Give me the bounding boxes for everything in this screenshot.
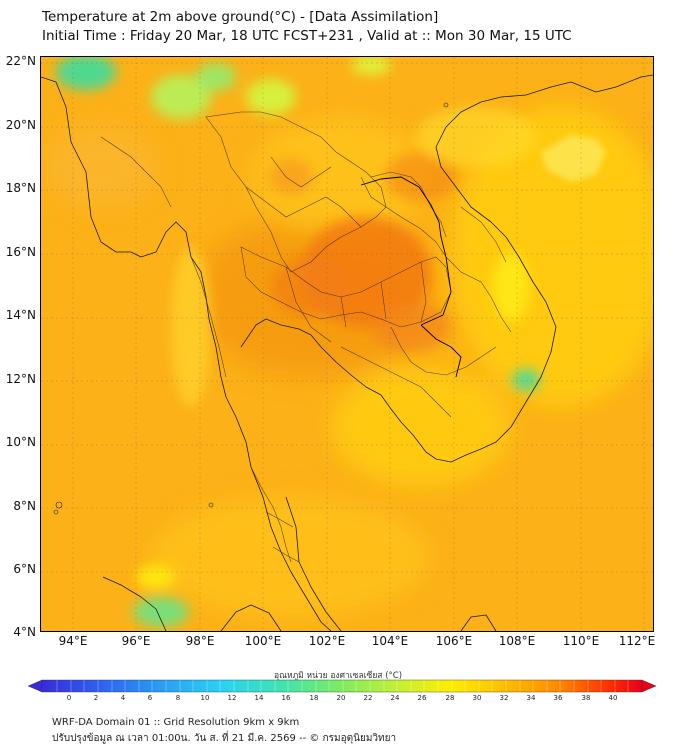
lat-label-12n: 12°N	[5, 372, 36, 386]
footer-line-2: ปรับปรุงข้อมูล ณ เวลา 01:00น. วัน ส. ที่…	[52, 733, 397, 744]
colorbar-tick-30: 30	[472, 694, 482, 702]
gridlines	[41, 57, 653, 631]
temperature-map[interactable]	[40, 56, 654, 632]
map-svg	[41, 57, 653, 631]
colorbar-tick-18: 18	[309, 694, 319, 702]
admin-borders	[100, 111, 512, 563]
lon-label-108e: 108°E	[498, 634, 536, 648]
colorbar-tick-34: 34	[526, 694, 536, 702]
colorbar	[27, 678, 657, 698]
colorbar-tick-4: 4	[120, 694, 126, 702]
colorbar-tick-2: 2	[93, 694, 99, 702]
lat-label-22n: 22°N	[5, 54, 36, 68]
lat-label-4n: 4°N	[13, 625, 36, 639]
colorbar-tick-38: 38	[581, 694, 591, 702]
lon-label-94e: 94°E	[58, 634, 88, 648]
island-hainan	[541, 135, 606, 182]
cool-patches	[56, 57, 540, 627]
lat-label-8n: 8°N	[13, 499, 36, 513]
colorbar-tick-36: 36	[553, 694, 563, 702]
lon-label-106e: 106°E	[435, 634, 473, 648]
hot-core	[269, 152, 456, 352]
colorbar-tick-0: 0	[66, 694, 72, 702]
colorbar-tick-22: 22	[363, 694, 373, 702]
lat-label-18n: 18°N	[5, 181, 36, 195]
lon-label-102e: 102°E	[308, 634, 346, 648]
colorbar-title: อุณหภูมิ หน่วย องศาเซลเซียส (°C)	[273, 671, 403, 681]
lat-label-20n: 20°N	[5, 118, 36, 132]
lon-label-96e: 96°E	[121, 634, 151, 648]
islands	[53, 102, 449, 515]
lon-label-98e: 98°E	[185, 634, 215, 648]
footer-line-1: WRF-DA Domain 01 :: Grid Resolution 9km …	[52, 717, 300, 728]
colorbar-tick-12: 12	[227, 694, 237, 702]
colorbar-tick-8: 8	[175, 694, 181, 702]
map-title: Temperature at 2m above ground(°C) - [Da…	[42, 8, 572, 46]
lat-label-14n: 14°N	[5, 308, 36, 322]
title-line-2: Initial Time : Friday 20 Mar, 18 UTC FCS…	[42, 28, 572, 44]
colorbar-tick-28: 28	[445, 694, 455, 702]
lon-label-100e: 100°E	[244, 634, 282, 648]
colorbar-tick-16: 16	[281, 694, 291, 702]
colorbar-tick-24: 24	[390, 694, 400, 702]
colorbar-tick-14: 14	[254, 694, 264, 702]
lat-label-10n: 10°N	[5, 435, 36, 449]
colorbar-svg	[27, 679, 657, 693]
colorbar-tick-32: 32	[499, 694, 509, 702]
colorbar-tick-26: 26	[417, 694, 427, 702]
colorbar-tick-40: 40	[608, 694, 618, 702]
colorbar-tick-20: 20	[336, 694, 346, 702]
country-borders	[360, 176, 462, 378]
colorbar-tick-6: 6	[147, 694, 153, 702]
lon-label-104e: 104°E	[371, 634, 409, 648]
lat-label-16n: 16°N	[5, 245, 36, 259]
coastlines	[41, 74, 653, 631]
colorbar-tick-10: 10	[200, 694, 210, 702]
title-line-1: Temperature at 2m above ground(°C) - [Da…	[42, 9, 439, 25]
lon-label-112e: 112°E	[618, 634, 656, 648]
lon-label-110e: 110°E	[562, 634, 600, 648]
lat-label-6n: 6°N	[13, 562, 36, 576]
